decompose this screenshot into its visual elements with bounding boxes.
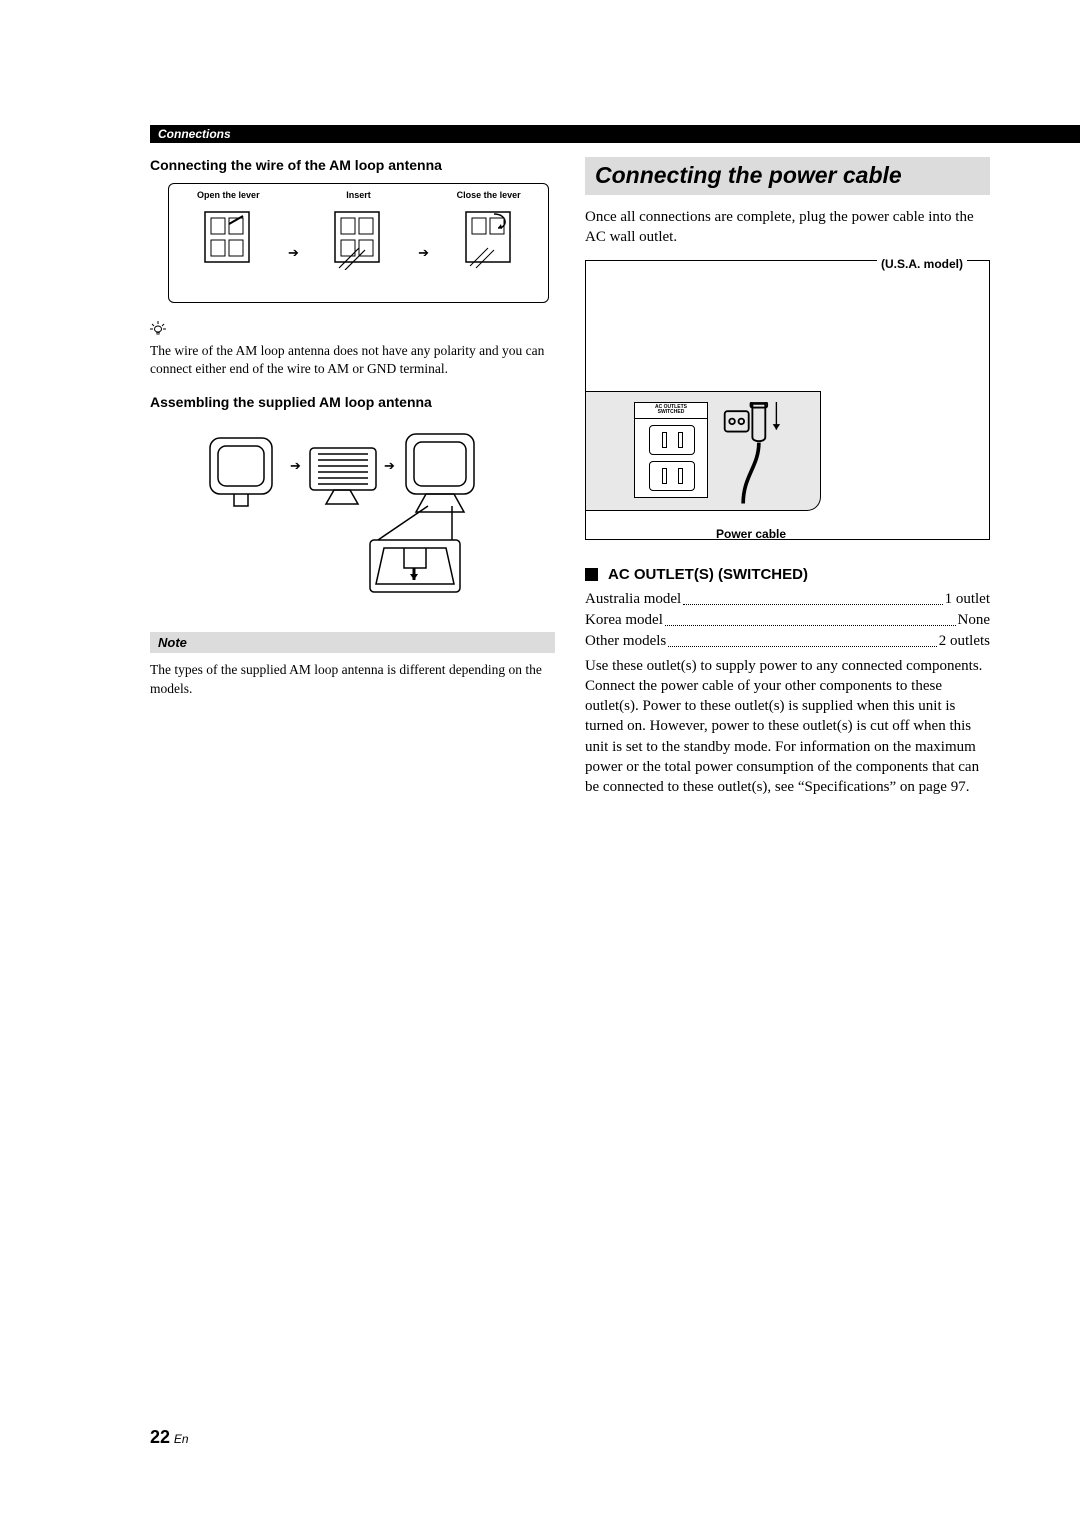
terminal-open-icon [199, 206, 257, 270]
tip-icon [150, 321, 555, 340]
terminal-insert-icon [329, 206, 387, 270]
terminal-close-icon [460, 206, 518, 270]
table-row: Other models 2 outlets [585, 631, 990, 652]
section-title: AC OUTLET(S) (SWITCHED) [608, 566, 808, 583]
step-label: Close the lever [457, 190, 521, 200]
step-label: Insert [346, 190, 371, 200]
device-diagram: (U.S.A. model) AC OUTLETS SWITCHED [585, 260, 990, 540]
socket-icon [649, 425, 695, 455]
outlets-label: AC OUTLETS SWITCHED [635, 403, 707, 419]
arrow-right-icon: ➔ [288, 245, 299, 261]
socket-icon [649, 461, 695, 491]
device-body: AC OUTLETS SWITCHED [586, 391, 821, 511]
step-open-lever: Open the lever [185, 190, 271, 270]
row-value: 2 outlets [939, 631, 990, 652]
page-lang: En [174, 1432, 189, 1446]
note-label: Note [150, 632, 555, 653]
outlets-paragraph: Use these outlet(s) to supply power to a… [585, 656, 990, 798]
step-label: Open the lever [197, 190, 260, 200]
section-header: Connections [150, 125, 1080, 143]
dots-leader [665, 605, 956, 626]
heading-power-cable: Connecting the power cable [585, 157, 990, 195]
row-label: Korea model [585, 610, 663, 631]
ac-outlets-box: AC OUTLETS SWITCHED [634, 402, 708, 498]
left-column: Connecting the wire of the AM loop anten… [150, 157, 555, 809]
antenna-assembly-icon: ➔ ➔ [198, 420, 508, 600]
svg-text:➔: ➔ [290, 458, 301, 473]
model-label: (U.S.A. model) [877, 257, 967, 271]
power-cable-label: Power cable [716, 527, 786, 541]
svg-text:➔: ➔ [384, 458, 395, 473]
tip-text: The wire of the AM loop antenna does not… [150, 342, 555, 378]
step-insert: Insert [315, 190, 401, 270]
outlets-label-2: SWITCHED [658, 409, 685, 415]
am-wire-diagram: Open the lever ➔ Insert [168, 183, 549, 303]
square-bullet-icon [585, 568, 598, 581]
arrow-right-icon: ➔ [418, 245, 429, 261]
row-label: Other models [585, 631, 666, 652]
power-plug-icon [722, 402, 792, 522]
step-close-lever: Close the lever [446, 190, 532, 270]
right-column: Connecting the power cable Once all conn… [585, 157, 990, 809]
section-ac-outlets: AC OUTLET(S) (SWITCHED) [585, 566, 990, 583]
page-num-value: 22 [150, 1427, 170, 1447]
dots-leader [668, 626, 937, 647]
page-number: 22 En [150, 1427, 189, 1448]
heading-connecting-wire: Connecting the wire of the AM loop anten… [150, 157, 555, 173]
assembly-diagram: ➔ ➔ [150, 420, 555, 610]
dots-leader [683, 584, 942, 605]
heading-assembling: Assembling the supplied AM loop antenna [150, 394, 555, 410]
intro-text: Once all connections are complete, plug … [585, 207, 990, 248]
note-text: The types of the supplied AM loop antenn… [150, 661, 555, 697]
row-value: None [958, 610, 991, 631]
